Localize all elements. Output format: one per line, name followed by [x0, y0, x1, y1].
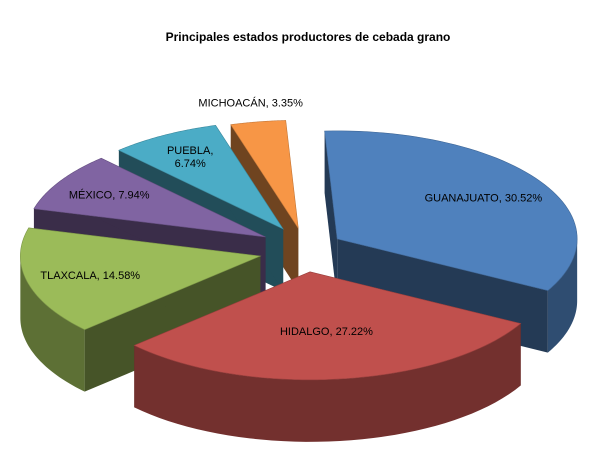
- slice-top-puebla: [118, 125, 284, 230]
- slice-top-tlaxcala: [20, 227, 262, 330]
- slice-top-hidalgo: [133, 271, 522, 381]
- slice-top-michoacan: [230, 120, 299, 229]
- slice-tlaxcala: [20, 227, 262, 392]
- slice-side-guanajuato: [547, 238, 578, 353]
- chart-title: Principales estados productores de cebad…: [165, 30, 451, 44]
- data-label-puebla: PUEBLA, 6.74%: [167, 145, 213, 170]
- data-label-hidalgo: HIDALGO, 27.22%: [280, 326, 373, 338]
- slice-top-mexico: [33, 157, 266, 238]
- data-label-michoacan: MICHOACÁN, 3.35%: [198, 97, 303, 110]
- data-label-tlaxcala: TLAXCALA, 14.58%: [40, 270, 140, 282]
- slice-hidalgo: [133, 271, 522, 442]
- slice-side-tlaxcala: [20, 256, 85, 392]
- slice-top-guanajuato: [324, 130, 578, 291]
- data-label-mexico: MÉXICO, 7.94%: [69, 189, 150, 202]
- slice-wall-guanajuato-0: [324, 131, 338, 301]
- slice-side-hidalgo: [134, 323, 521, 442]
- data-label-guanajuato: GUANAJUATO, 30.52%: [425, 192, 543, 204]
